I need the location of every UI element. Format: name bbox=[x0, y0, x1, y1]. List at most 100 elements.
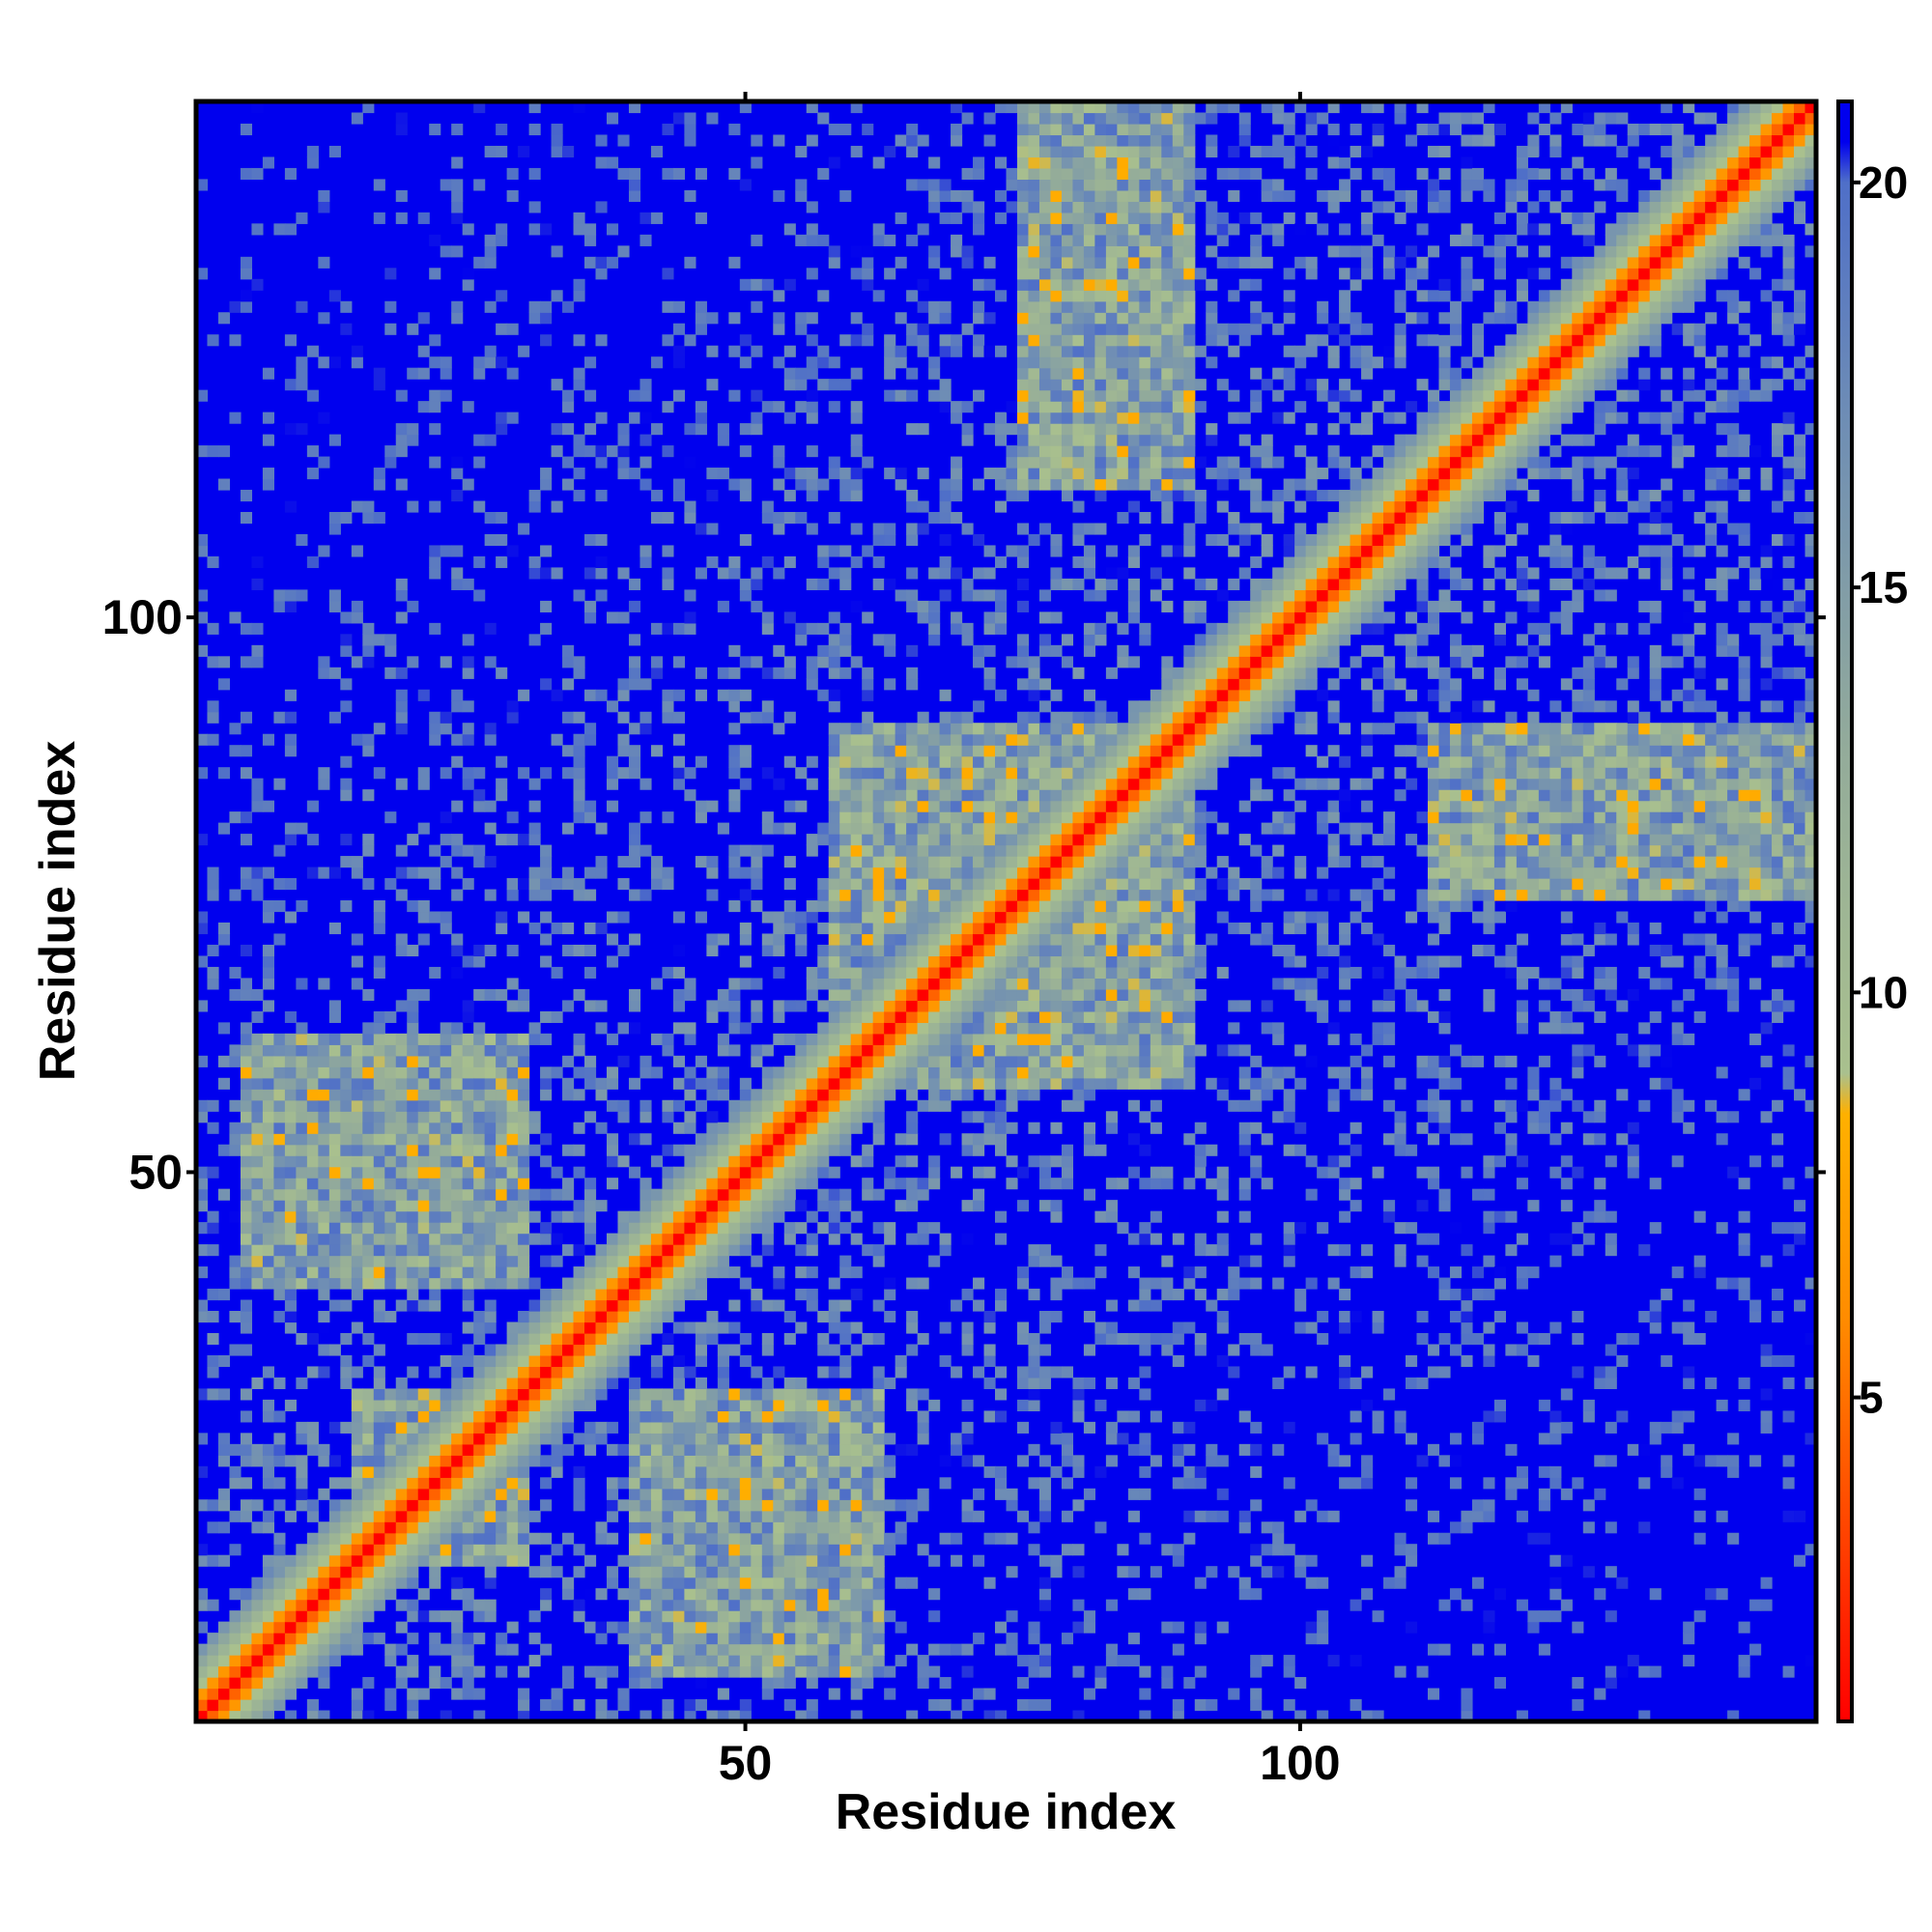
heatmap-cell bbox=[595, 1122, 608, 1134]
heatmap-cell bbox=[872, 156, 885, 169]
heatmap-cell bbox=[850, 245, 863, 258]
heatmap-cell bbox=[951, 745, 963, 757]
heatmap-cell bbox=[395, 1089, 408, 1101]
heatmap-cell bbox=[362, 1044, 375, 1057]
heatmap-cell bbox=[939, 379, 952, 391]
heatmap-cell bbox=[728, 1233, 741, 1245]
heatmap-cell bbox=[828, 1344, 840, 1356]
heatmap-cell bbox=[573, 1344, 585, 1356]
heatmap-cell bbox=[251, 555, 264, 569]
heatmap-cell bbox=[928, 1089, 941, 1101]
heatmap-cell bbox=[395, 1443, 408, 1456]
heatmap-cell bbox=[706, 1455, 719, 1467]
heatmap-cell bbox=[628, 1488, 641, 1500]
heatmap-cell bbox=[429, 334, 441, 347]
heatmap-cell bbox=[706, 1510, 719, 1522]
heatmap-cell bbox=[573, 101, 585, 114]
heatmap-cell bbox=[429, 1133, 441, 1146]
heatmap-cell bbox=[1006, 889, 1018, 901]
heatmap-cell bbox=[728, 689, 741, 701]
heatmap-cell bbox=[917, 955, 929, 968]
heatmap-cell bbox=[362, 656, 375, 668]
heatmap-cell bbox=[528, 1399, 541, 1411]
heatmap-cell bbox=[1016, 978, 1030, 990]
heatmap-cell bbox=[872, 944, 885, 957]
heatmap-cell bbox=[284, 1455, 297, 1467]
heatmap-cell bbox=[628, 1532, 641, 1545]
heatmap-cell bbox=[773, 1200, 785, 1212]
heatmap-cell bbox=[973, 933, 985, 946]
heatmap-cell bbox=[506, 978, 519, 990]
heatmap-cell bbox=[783, 1544, 796, 1556]
heatmap-cell bbox=[1038, 1377, 1052, 1390]
heatmap-cell bbox=[1028, 412, 1040, 424]
heatmap-cell bbox=[518, 1665, 530, 1678]
heatmap-cell bbox=[828, 567, 840, 580]
heatmap-cell bbox=[240, 1066, 253, 1079]
heatmap-cell bbox=[917, 889, 929, 901]
heatmap-cell bbox=[384, 1133, 397, 1146]
heatmap-cell bbox=[973, 1010, 985, 1023]
heatmap-cell bbox=[639, 723, 652, 735]
heatmap-cell bbox=[839, 1544, 852, 1556]
heatmap-cell bbox=[506, 700, 519, 713]
heatmap-cell bbox=[773, 1033, 785, 1045]
heatmap-cell bbox=[496, 1377, 508, 1390]
heatmap-cell bbox=[584, 800, 597, 812]
heatmap-cell bbox=[828, 933, 840, 946]
heatmap-cell bbox=[639, 1332, 652, 1346]
heatmap-cell bbox=[451, 844, 464, 857]
heatmap-cell bbox=[806, 1066, 818, 1079]
heatmap-cell bbox=[761, 278, 774, 291]
heatmap-cell bbox=[595, 412, 608, 424]
heatmap-cell bbox=[573, 889, 585, 901]
heatmap-cell bbox=[351, 1089, 363, 1101]
heatmap-cell bbox=[706, 1421, 719, 1434]
heatmap-cell bbox=[939, 212, 952, 224]
heatmap-cell bbox=[906, 955, 919, 968]
heatmap-cell bbox=[839, 1188, 852, 1201]
heatmap-cell bbox=[506, 834, 519, 846]
heatmap-cell bbox=[739, 1544, 752, 1556]
heatmap-cell bbox=[839, 745, 852, 757]
heatmap-cell bbox=[672, 1166, 685, 1179]
heatmap-cell bbox=[217, 678, 231, 691]
heatmap-cell bbox=[451, 1044, 464, 1057]
heatmap-cell bbox=[917, 1010, 929, 1023]
heatmap-cell bbox=[506, 1155, 519, 1168]
heatmap-cell bbox=[928, 944, 941, 957]
heatmap-cell bbox=[473, 1388, 486, 1401]
heatmap-cell bbox=[717, 1633, 729, 1645]
heatmap-cell bbox=[684, 1433, 696, 1445]
heatmap-cell bbox=[862, 1588, 874, 1601]
heatmap-cell bbox=[906, 733, 919, 746]
heatmap-cell bbox=[728, 767, 741, 780]
heatmap-cell bbox=[595, 1321, 608, 1334]
heatmap-cell bbox=[917, 1488, 929, 1500]
heatmap-cell bbox=[973, 988, 985, 1001]
heatmap-cell bbox=[506, 1144, 519, 1156]
heatmap-cell bbox=[806, 1677, 818, 1690]
heatmap-cell bbox=[662, 867, 674, 879]
heatmap-cell bbox=[839, 789, 852, 802]
heatmap-cell bbox=[995, 1044, 1008, 1057]
heatmap-cell bbox=[473, 101, 486, 114]
heatmap-cell bbox=[1006, 978, 1018, 990]
heatmap-cell bbox=[850, 1399, 863, 1411]
heatmap-cell bbox=[806, 468, 818, 480]
heatmap-cell bbox=[695, 1178, 707, 1190]
heatmap-cell bbox=[484, 889, 497, 901]
heatmap-cell bbox=[595, 1377, 608, 1390]
heatmap-cell bbox=[262, 1521, 275, 1534]
heatmap-cell bbox=[862, 323, 874, 335]
heatmap-cell bbox=[1006, 1010, 1018, 1023]
heatmap-cell bbox=[684, 622, 696, 635]
heatmap-cell bbox=[817, 1122, 830, 1134]
heatmap-cell bbox=[606, 1621, 619, 1634]
heatmap-cell bbox=[783, 878, 796, 891]
heatmap-cell bbox=[240, 834, 253, 846]
heatmap-cell bbox=[217, 1144, 231, 1156]
heatmap-cell bbox=[817, 1455, 830, 1467]
heatmap-cell bbox=[884, 1277, 896, 1290]
heatmap-cell bbox=[384, 1465, 397, 1478]
